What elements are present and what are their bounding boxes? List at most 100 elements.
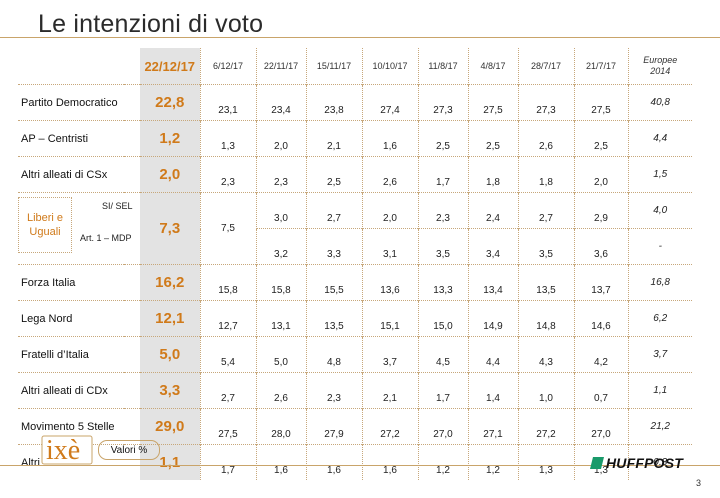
cell-value: 15,1 bbox=[361, 300, 418, 337]
cell-europee: 1,5 bbox=[627, 156, 692, 193]
cell-value: 3,6 bbox=[573, 228, 628, 265]
table-row: Forza Italia 16,2 15,8 15,8 15,5 13,6 13,3 13,4… bbox=[18, 264, 692, 301]
cell-value: 2,9 bbox=[573, 192, 628, 229]
cell-value: 13,3 bbox=[417, 264, 468, 301]
cell-value: 3,3 bbox=[305, 228, 362, 265]
cell-europee: - bbox=[627, 228, 692, 265]
cell-value: 2,7 bbox=[305, 192, 362, 229]
cell-value: 1,2 bbox=[467, 444, 518, 480]
cell-value: 4,4 bbox=[467, 336, 518, 373]
cell-value: 0,7 bbox=[573, 372, 628, 409]
cell-europee: 1,1 bbox=[627, 372, 692, 409]
cell-value: 2,6 bbox=[361, 156, 418, 193]
cell-value: 2,1 bbox=[361, 372, 418, 409]
cell-value: 1,3 bbox=[517, 444, 574, 480]
party-label: AP – Centristi bbox=[18, 120, 140, 157]
cell-value: 27,4 bbox=[361, 84, 418, 121]
cell-value: 27,5 bbox=[573, 84, 628, 121]
leu-group-label: Liberi e Uguali bbox=[18, 197, 72, 253]
cell-value: 1,3 bbox=[199, 120, 256, 157]
col-date: 15/11/17 bbox=[305, 48, 362, 85]
cell-value: 1,2 bbox=[417, 444, 468, 480]
col-date: 11/8/17 bbox=[417, 48, 468, 85]
cell-value: 12,7 bbox=[199, 300, 256, 337]
table-row: Altri 1,1 1,7 1,6 1,6 1,6 1,2 1,2 1,3 1,3 0,3 bbox=[18, 444, 692, 480]
cell-value: 3,2 bbox=[255, 228, 306, 265]
cell-europee: 21,2 bbox=[627, 408, 692, 445]
cell-value: 14,9 bbox=[467, 300, 518, 337]
cell-value: 1,6 bbox=[255, 444, 306, 480]
cell-value: 1,7 bbox=[417, 156, 468, 193]
cell-value: 27,0 bbox=[573, 408, 628, 445]
cell-value: 27,3 bbox=[517, 84, 574, 121]
page-title: Le intenzioni di voto bbox=[38, 10, 264, 38]
cell-value: 1,7 bbox=[199, 444, 256, 480]
cell-value: 27,1 bbox=[467, 408, 518, 445]
cell-value: 14,6 bbox=[573, 300, 628, 337]
cell-value: 27,2 bbox=[517, 408, 574, 445]
col-current-date: 22/12/17 bbox=[140, 48, 200, 85]
ixe-logo: ixè bbox=[41, 435, 93, 466]
leu-current-value: 7,3 bbox=[140, 192, 200, 265]
cell-value: 4,8 bbox=[305, 336, 362, 373]
current-value: 2,0 bbox=[140, 156, 200, 193]
cell-value: 15,0 bbox=[417, 300, 468, 337]
footer-divider bbox=[0, 465, 720, 466]
cell-value: 2,3 bbox=[417, 192, 468, 229]
cell-value: 27,3 bbox=[417, 84, 468, 121]
cell-value: 1,4 bbox=[467, 372, 518, 409]
cell-value: 4,3 bbox=[517, 336, 574, 373]
cell-value: 2,0 bbox=[573, 156, 628, 193]
cell-europee: 3,7 bbox=[627, 336, 692, 373]
col-date: 21/7/17 bbox=[573, 48, 628, 85]
cell-europee: 6,2 bbox=[627, 300, 692, 337]
cell-value: 2,7 bbox=[199, 372, 256, 409]
cell-value: 4,5 bbox=[417, 336, 468, 373]
cell-value: 23,1 bbox=[199, 84, 256, 121]
cell-value: 2,7 bbox=[517, 192, 574, 229]
cell-value: 1,6 bbox=[361, 444, 418, 480]
vote-intention-table: 22/12/17 6/12/17 22/11/17 15/11/17 10/10… bbox=[18, 48, 692, 480]
header-row: 22/12/17 6/12/17 22/11/17 15/11/17 10/10… bbox=[18, 48, 692, 85]
huffpost-mark-icon bbox=[590, 457, 604, 469]
col-date: 28/7/17 bbox=[517, 48, 574, 85]
party-label: Altri alleati di CDx bbox=[18, 372, 140, 409]
table-row: Lega Nord 12,1 12,7 13,1 13,5 15,1 15,0 14,9 14,… bbox=[18, 300, 692, 337]
cell-value: 1,6 bbox=[361, 120, 418, 157]
leu-dec6-value: 7,5 bbox=[199, 192, 256, 265]
table-row-leu-mdp: 3,2 3,3 3,1 3,5 3,4 3,5 3,6 - bbox=[18, 228, 692, 265]
current-value: 29,0 bbox=[140, 408, 200, 445]
cell-value: 3,7 bbox=[361, 336, 418, 373]
cell-value: 27,5 bbox=[467, 84, 518, 121]
title-divider bbox=[0, 37, 720, 38]
cell-value: 5,4 bbox=[199, 336, 256, 373]
cell-value: 15,8 bbox=[255, 264, 306, 301]
party-label: Lega Nord bbox=[18, 300, 140, 337]
current-value: 5,0 bbox=[140, 336, 200, 373]
cell-europee: 4,0 bbox=[627, 192, 692, 229]
page-number: 3 bbox=[696, 478, 702, 488]
cell-value: 2,3 bbox=[305, 372, 362, 409]
col-date: 6/12/17 bbox=[199, 48, 256, 85]
huffpost-wordmark: HUFFPOST bbox=[606, 455, 684, 471]
cell-value: 3,1 bbox=[361, 228, 418, 265]
col-date: 10/10/17 bbox=[361, 48, 418, 85]
table-body-lower: Forza Italia 16,2 15,8 15,8 15,5 13,6 13,3 13,4… bbox=[18, 264, 692, 480]
current-value: 16,2 bbox=[140, 264, 200, 301]
table-row: AP – Centristi 1,2 1,3 2,0 2,1 1,6 2,5 2,5 2,6 2,… bbox=[18, 120, 692, 157]
leu-block: Liberi e Uguali SI/ SEL Art. 1 – MDP 7,3 … bbox=[18, 192, 692, 265]
table-row-leu-sel: Liberi e Uguali SI/ SEL Art. 1 – MDP 7,3 … bbox=[18, 192, 692, 265]
cell-value: 13,4 bbox=[467, 264, 518, 301]
cell-value: 2,0 bbox=[361, 192, 418, 229]
current-value: 1,1 bbox=[140, 444, 200, 480]
cell-value: 27,5 bbox=[199, 408, 256, 445]
current-value: 22,8 bbox=[140, 84, 200, 121]
party-label: Fratelli d’Italia bbox=[18, 336, 140, 373]
party-label: Partito Democratico bbox=[18, 84, 140, 121]
cell-value: 1,8 bbox=[517, 156, 574, 193]
cell-europee: 4,4 bbox=[627, 120, 692, 157]
cell-value: 13,6 bbox=[361, 264, 418, 301]
table-row: Movimento 5 Stelle 29,0 27,5 28,0 27,9 27,2 27… bbox=[18, 408, 692, 445]
cell-value: 27,0 bbox=[417, 408, 468, 445]
party-label: Altri alleati di CSx bbox=[18, 156, 140, 193]
